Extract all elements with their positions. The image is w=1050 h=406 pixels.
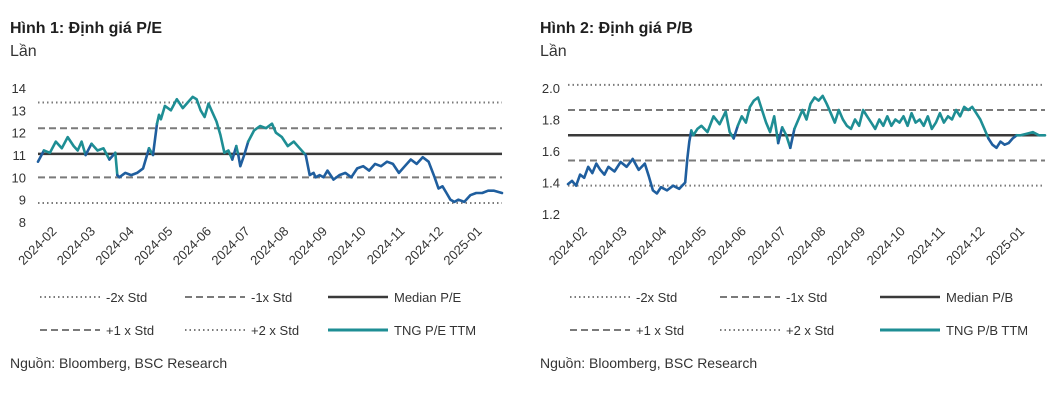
legend-label: Median P/E — [394, 289, 462, 305]
x-tick-label: 2024-06 — [705, 224, 749, 268]
pb-chart-svg: 2.01.81.61.41.22024-022024-032024-042024… — [542, 81, 1047, 268]
x-tick-label: 2024-06 — [170, 224, 214, 268]
x-tick-label: 2024-10 — [864, 224, 908, 268]
y-tick-label: 13 — [12, 103, 26, 118]
legend-label: +1 x Std — [106, 322, 155, 338]
legend-label: TNG P/E TTM — [394, 322, 477, 338]
legend-item-median: Median P/B — [880, 287, 1013, 307]
series-line-segment — [1015, 130, 1047, 137]
series-line-segment — [84, 142, 93, 157]
x-tick-label: 2024-10 — [324, 224, 368, 268]
y-unit-label: Lần — [540, 43, 567, 60]
x-tick-label: 2024-12 — [943, 224, 987, 268]
x-tick-label: 2024-11 — [364, 224, 408, 268]
y-tick-label: 11 — [13, 148, 27, 163]
series-line-segment — [732, 124, 740, 140]
series-line-segment — [566, 129, 693, 195]
legend-item-plus-1-std: +1 x Std — [40, 320, 154, 340]
source-note: Nguồn: Bloomberg, BSC Research — [540, 355, 758, 371]
chart-title: Hình 2: Định giá P/B — [540, 20, 693, 37]
legend-item-plus-1-std: +1 x Std — [570, 320, 684, 340]
legend-item-minus-1-std: -1x Std — [720, 287, 827, 307]
legend-item-minus-2-std: -2x Std — [570, 287, 677, 307]
y-tick-label: 1.6 — [542, 144, 560, 159]
x-tick-label: 2024-08 — [784, 224, 828, 268]
series-line-segment — [114, 151, 119, 177]
x-tick-label: 2024-05 — [665, 224, 709, 268]
series-line-segment — [987, 134, 1019, 150]
chart-legend: -2x Std -1x Std Median P/E +1 x Std +2 x… — [10, 287, 510, 343]
x-tick-label: 2024-07 — [208, 224, 252, 268]
legend-label: -1x Std — [786, 289, 828, 305]
pb-chart-panel: Hình 2: Định giá P/B Lần 2.0 1.8 1.6 1.4 1.2… — [530, 0, 1050, 406]
y-tick-label: 14 — [12, 81, 26, 96]
pe-chart-panel: Hình 1: Định giá P/E Lần 14 13 12 11 10 9 8 202… — [0, 0, 520, 406]
chart-legend: -2x Std -1x Std Median P/B +1 x Std +2 x… — [540, 287, 1040, 343]
x-tick-label: 2024-12 — [402, 224, 446, 268]
legend-label: -2x Std — [636, 289, 678, 305]
legend-label: +1 x Std — [636, 322, 685, 338]
series-line-segment — [237, 140, 250, 168]
x-tick-label: 2024-02 — [546, 224, 590, 268]
x-tick-label: 2024-09 — [286, 224, 330, 268]
y-tick-label: 10 — [12, 170, 26, 185]
chart-title: Hình 1: Định giá P/E — [10, 20, 163, 37]
series-line-segment — [42, 135, 87, 157]
series-line-segment — [235, 144, 240, 157]
y-tick-label: 9 — [19, 193, 26, 208]
legend-label: TNG P/B TTM — [946, 322, 1029, 338]
y-unit-label: Lần — [10, 43, 37, 60]
legend-item-minus-1-std: -1x Std — [185, 287, 292, 307]
legend-item-minus-2-std: -2x Std — [40, 287, 147, 307]
legend-label: +2 x Std — [251, 322, 300, 338]
x-tick-label: 2024-03 — [54, 224, 98, 268]
series-line-segment — [788, 127, 796, 150]
pe-chart-svg: 14 13 12 11 10 9 82024-022024-032024-042024-05… — [12, 81, 504, 268]
legend-label: +2 x Std — [786, 322, 835, 338]
x-tick-label: 2024-04 — [625, 224, 669, 268]
legend-label: -2x Std — [106, 289, 148, 305]
x-tick-label: 2024-08 — [247, 224, 291, 268]
x-tick-label: 2024-05 — [131, 224, 175, 268]
series-line-segment — [151, 122, 159, 157]
source-note: Nguồn: Bloomberg, BSC Research — [10, 355, 228, 371]
series-line-segment — [36, 149, 46, 163]
x-tick-label: 2024-09 — [824, 224, 868, 268]
y-tick-label: 12 — [12, 126, 26, 141]
legend-item-plus-2-std: +2 x Std — [720, 320, 834, 340]
legend-item-series: TNG P/B TTM — [880, 320, 1028, 340]
x-tick-label: 2024-07 — [744, 224, 788, 268]
y-tick-label: 2.0 — [542, 81, 560, 96]
y-tick-label: 1.8 — [542, 113, 560, 128]
x-tick-label: 2024-02 — [15, 224, 59, 268]
legend-item-median: Median P/E — [328, 287, 461, 307]
y-tick-label: 1.4 — [542, 176, 560, 191]
series-line-segment — [304, 153, 504, 204]
y-tick-label: 8 — [19, 215, 26, 230]
x-tick-label: 2025-01 — [983, 224, 1027, 268]
legend-label: -1x Std — [251, 289, 293, 305]
series-line-segment — [155, 95, 234, 161]
series-line-segment — [793, 94, 990, 140]
x-tick-label: 2024-11 — [904, 224, 948, 268]
legend-label: Median P/B — [946, 289, 1014, 305]
series-line-segment — [736, 96, 780, 145]
x-tick-label: 2024-03 — [585, 224, 629, 268]
x-tick-label: 2025-01 — [440, 224, 484, 268]
legend-item-series: TNG P/E TTM — [328, 320, 476, 340]
x-tick-label: 2024-04 — [92, 224, 136, 268]
series-line-segment — [116, 147, 151, 179]
series-line-segment — [90, 142, 111, 161]
series-line-segment — [780, 126, 792, 150]
series-line-segment — [690, 110, 735, 140]
legend-item-plus-2-std: +2 x Std — [185, 320, 299, 340]
series-line-segment — [776, 126, 784, 145]
y-tick-label: 1.2 — [542, 207, 560, 222]
series-line-segment — [246, 122, 308, 157]
